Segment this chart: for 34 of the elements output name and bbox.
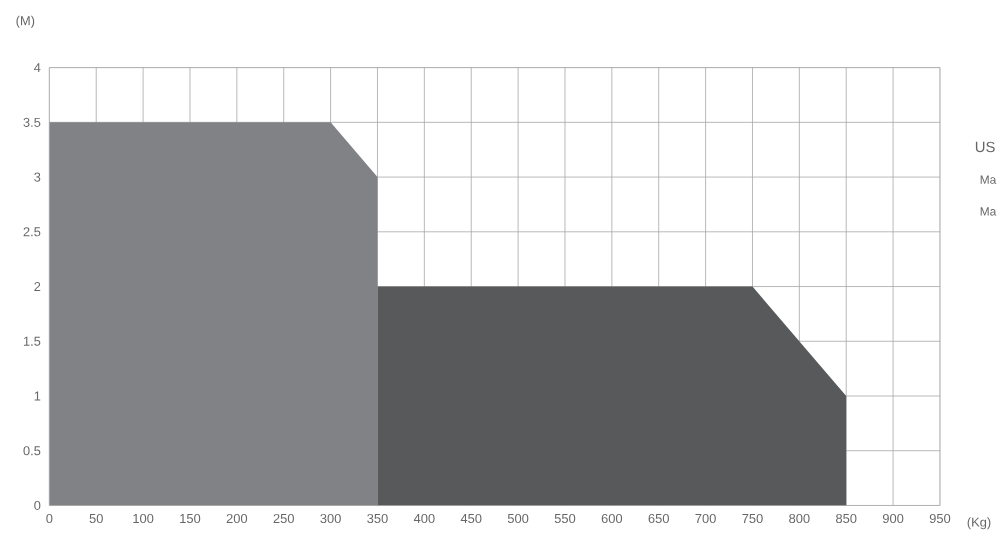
y-axis-title: (M): [16, 15, 35, 28]
x-tick-label: 750: [742, 513, 763, 524]
x-tick-label: 450: [460, 513, 482, 524]
y-tick-label: 1: [34, 391, 41, 401]
y-tick-label: 0.5: [23, 446, 41, 456]
y-tick-label: 2.5: [23, 227, 41, 237]
text: US: [975, 141, 995, 153]
x-tick-label: 250: [273, 513, 294, 524]
x-tick-label: 400: [413, 513, 435, 524]
x-tick-label: 0: [46, 513, 53, 524]
y-tick-label: 0: [34, 500, 41, 510]
x-tick-label: 600: [601, 513, 623, 524]
y-tick-label: 4: [34, 63, 41, 73]
y-tick-label: 3.5: [23, 117, 41, 127]
x-tick-label: 200: [226, 513, 248, 524]
y-tick-label: 3: [34, 172, 41, 182]
x-tick-label: 800: [789, 513, 810, 524]
x-tick-label: 100: [133, 513, 154, 524]
x-tick-label: 700: [695, 513, 716, 524]
x-tick-label: 500: [507, 513, 529, 524]
text: Ma: [980, 207, 997, 216]
x-tick-label: 50: [89, 513, 103, 524]
x-tick-label: 350: [367, 513, 388, 524]
x-tick-label: 650: [648, 513, 669, 524]
x-tick-label: 950: [929, 513, 951, 524]
x-tick-label: 150: [180, 513, 201, 524]
y-tick-label: 2: [34, 282, 41, 292]
text: Ma: [980, 175, 997, 184]
x-axis-title: (Kg): [967, 517, 991, 530]
y-tick-label: 1.5: [23, 336, 41, 346]
x-tick-label: 550: [554, 513, 576, 524]
x-tick-label: 850: [836, 513, 857, 524]
x-tick-label: 900: [882, 513, 904, 524]
x-tick-label: 300: [320, 513, 341, 524]
